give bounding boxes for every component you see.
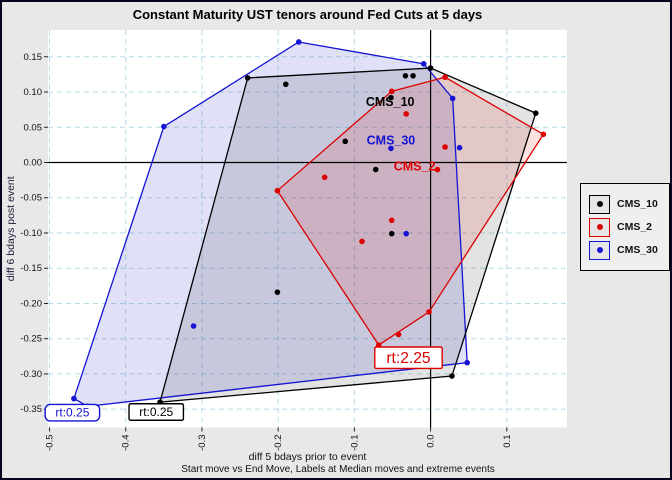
hull-fill-CMS_30 xyxy=(73,41,468,407)
point-CMS_10 xyxy=(342,138,349,145)
x-tick-label: 0.0 xyxy=(426,435,437,448)
legend-label: CMS_30 xyxy=(617,244,658,256)
median-label-CMS_2: CMS_2 xyxy=(394,160,436,174)
point-CMS_2 xyxy=(388,88,395,95)
median-label-CMS_30: CMS_30 xyxy=(367,134,416,148)
x-tick-label: -0.1 xyxy=(349,435,360,451)
y-tick-label: -0.20 xyxy=(20,298,42,309)
point-CMS_2 xyxy=(403,111,409,117)
point-CMS_10 xyxy=(244,75,251,81)
point-CMS_2 xyxy=(359,238,365,245)
y-tick-label: 0.00 xyxy=(24,158,43,169)
extreme-event-label-box xyxy=(128,403,185,421)
x-tick-label: -0.2 xyxy=(273,435,284,451)
point-CMS_30 xyxy=(190,323,197,329)
hull-fill-CMS_2 xyxy=(277,77,544,346)
extreme-event-label-box xyxy=(44,403,101,422)
y-tick-label: -0.35 xyxy=(20,404,42,415)
extreme-event-label-box xyxy=(374,346,443,370)
point-CMS_30 xyxy=(456,144,463,151)
chart-title: Constant Maturity UST tenors around Fed … xyxy=(132,7,483,22)
legend-row-CMS_2: CMS_2 xyxy=(589,217,669,237)
plot-area xyxy=(48,30,567,428)
y-tick-label: 0.15 xyxy=(24,52,43,63)
y-axis-label: diff 6 bdays post event xyxy=(5,176,17,281)
legend-dot-icon xyxy=(596,247,603,253)
point-CMS_2 xyxy=(434,166,441,173)
y-tick-label: 0.10 xyxy=(24,87,43,98)
legend-row-CMS_10: CMS_10 xyxy=(589,194,669,214)
y-tick-label: -0.15 xyxy=(20,263,42,274)
point-CMS_30 xyxy=(71,395,77,402)
point-CMS_10 xyxy=(388,230,395,237)
y-tick-label: -0.05 xyxy=(20,193,42,204)
point-CMS_10 xyxy=(282,81,289,88)
x-tick-label: -0.5 xyxy=(45,435,56,451)
point-CMS_30 xyxy=(295,39,302,45)
point-CMS_2 xyxy=(388,217,395,224)
point-CMS_2 xyxy=(426,309,432,315)
point-CMS_30 xyxy=(420,61,427,67)
point-CMS_10 xyxy=(410,73,416,79)
median-label-CMS_10: CMS_10 xyxy=(366,95,415,109)
point-CMS_30 xyxy=(388,145,394,152)
point-CMS_30 xyxy=(464,359,470,366)
point-CMS_10 xyxy=(402,73,409,79)
legend-swatch-icon xyxy=(589,194,610,214)
point-CMS_30 xyxy=(161,123,167,130)
point-CMS_2 xyxy=(442,74,448,81)
point-CMS_2 xyxy=(540,131,547,138)
point-CMS_2 xyxy=(321,174,328,181)
point-CMS_2 xyxy=(395,331,402,338)
x-tick-label: -0.3 xyxy=(197,435,208,451)
point-CMS_10 xyxy=(449,373,455,379)
hull-fill-CMS_10 xyxy=(160,68,536,403)
y-tick-label: -0.30 xyxy=(20,369,42,380)
x-tick-label: 0.1 xyxy=(502,435,513,448)
point-CMS_10 xyxy=(372,166,379,173)
point-CMS_2 xyxy=(442,144,448,150)
point-CMS_2 xyxy=(274,187,281,194)
legend-dot-icon xyxy=(596,201,603,207)
point-CMS_10 xyxy=(388,94,394,101)
point-CMS_10 xyxy=(427,65,434,71)
x-tick-label: -0.4 xyxy=(121,435,132,451)
legend-row-CMS_30: CMS_30 xyxy=(589,240,669,260)
extreme-event-label: rt:2.25 xyxy=(386,350,431,367)
point-CMS_30 xyxy=(449,95,456,102)
point-CMS_10 xyxy=(274,289,281,295)
extreme-event-label: rt:0.25 xyxy=(139,405,173,419)
legend-label: CMS_2 xyxy=(617,221,653,233)
point-CMS_30 xyxy=(403,230,409,237)
extreme-event-label: rt:0.25 xyxy=(55,406,89,420)
legend-swatch-icon xyxy=(589,217,610,237)
point-CMS_10 xyxy=(532,110,539,116)
legend: CMS_10 CMS_2 CMS_30 xyxy=(580,183,670,271)
legend-swatch-icon xyxy=(589,240,610,260)
legend-label: CMS_10 xyxy=(617,198,658,210)
hull-outline-CMS_10 xyxy=(159,67,537,403)
x-axis-sublabel: Start move vs End Move, Labels at Median… xyxy=(181,464,495,475)
x-axis-label: diff 5 bdays prior to event xyxy=(248,451,367,463)
y-tick-label: -0.25 xyxy=(20,334,42,345)
legend-dot-icon xyxy=(596,224,603,230)
y-tick-label: 0.05 xyxy=(24,122,43,133)
y-tick-label: -0.10 xyxy=(20,228,42,239)
